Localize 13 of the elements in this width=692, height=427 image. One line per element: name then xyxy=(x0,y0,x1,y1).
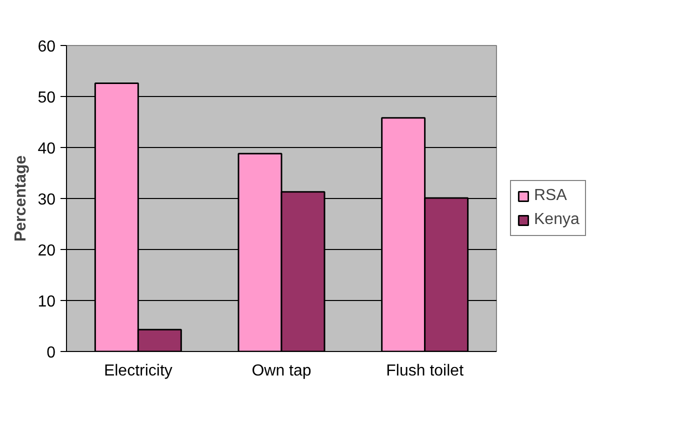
y-axis-title: Percentage xyxy=(12,155,30,242)
y-tick-label: 20 xyxy=(38,242,56,260)
y-tick-label: 60 xyxy=(38,38,56,56)
x-tick-label: Electricity xyxy=(104,362,172,380)
y-tick-label: 30 xyxy=(38,192,56,208)
legend-label: Kenya xyxy=(534,211,580,229)
x-tick-label: Own tap xyxy=(252,362,312,380)
y-tick-label: 50 xyxy=(38,90,56,106)
y-tick-label: 0 xyxy=(46,344,56,362)
x-tick-label: Flush toilet xyxy=(386,362,464,380)
y-tick-label: 40 xyxy=(38,140,56,158)
y-tick-label: 10 xyxy=(38,294,56,310)
legend-label: RSA xyxy=(534,187,567,205)
